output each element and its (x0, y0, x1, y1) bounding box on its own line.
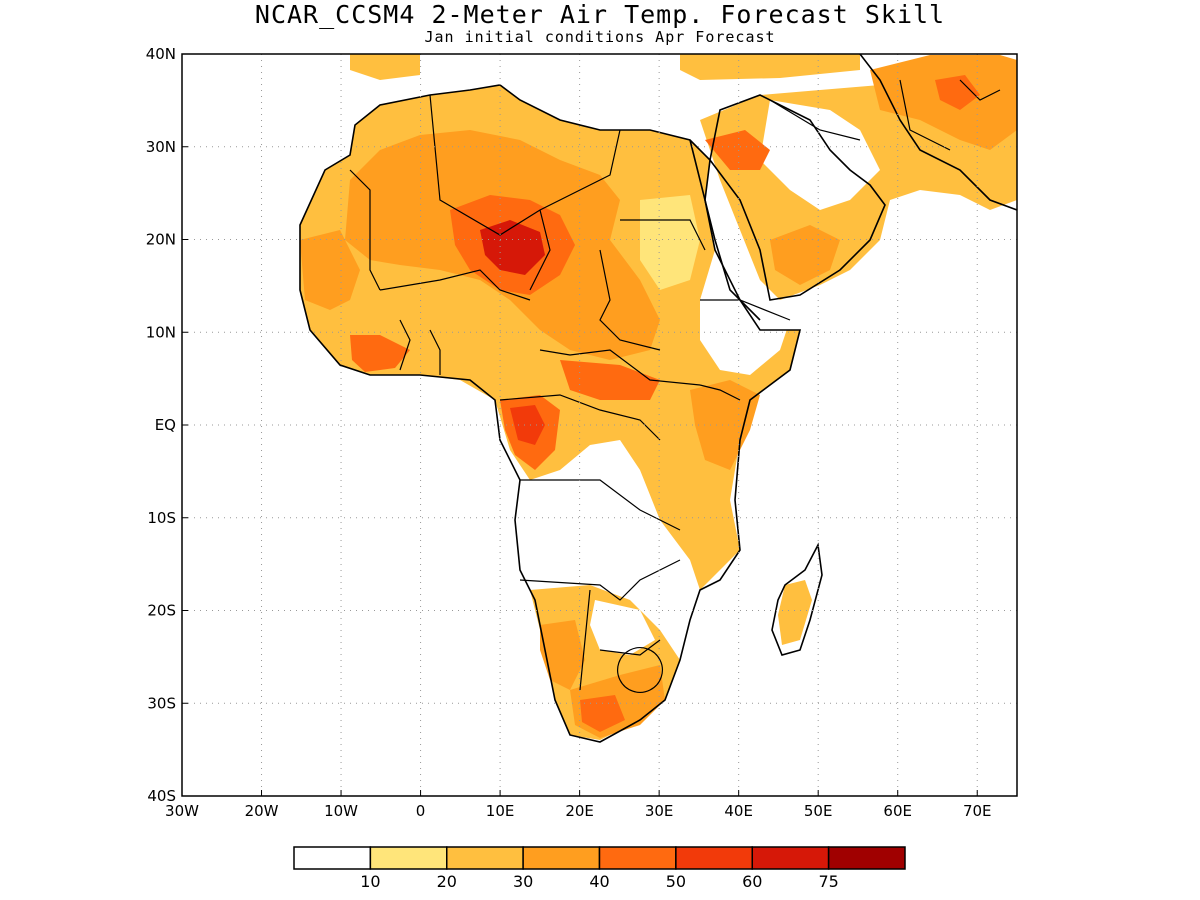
y-tick-label: 20S (147, 602, 176, 620)
skill-region-iran-high (935, 75, 980, 110)
x-tick-label: 30E (645, 802, 674, 820)
colorbar-label: 20 (437, 872, 457, 891)
skill-region-levant (705, 130, 770, 170)
colorbar-swatch (827, 846, 906, 870)
colorbar-label: 75 (818, 872, 838, 891)
x-tick-label: 10W (324, 802, 358, 820)
skill-region-ethiopia-low (700, 300, 790, 375)
skill-region-namibia (540, 620, 585, 690)
y-tick-label: 40N (146, 45, 176, 63)
skill-region-arabia-low (760, 100, 880, 210)
colorbar: 10 20 30 40 50 60 75 (293, 846, 906, 891)
x-tick-label: 40E (724, 802, 753, 820)
map-title: NCAR_CCSM4 2-Meter Air Temp. Forecast Sk… (254, 0, 946, 29)
y-tick-label: 10N (146, 323, 176, 341)
madagascar-coastline (771, 542, 823, 656)
colorbar-swatch (293, 846, 372, 870)
colorbar-swatch (751, 846, 830, 870)
skill-region-guinea (350, 335, 410, 372)
skill-region-botswana-low (590, 600, 655, 655)
x-tick-label: 30W (165, 802, 199, 820)
persian-gulf-coastline (859, 54, 1017, 211)
skill-region-arabia-south (770, 225, 840, 285)
colorbar-label: 30 (513, 872, 533, 891)
x-tick-label: 20W (245, 802, 279, 820)
skill-region-congo-peak (510, 405, 545, 445)
x-tick-label: 0 (416, 802, 426, 820)
colorbar-label: 60 (742, 872, 762, 891)
skill-region-iran (870, 55, 1017, 150)
colorbar-label: 10 (360, 872, 380, 891)
skill-region-north-strip (350, 54, 420, 80)
y-tick-label: 30S (147, 694, 176, 712)
x-axis-ticks: 30W 20W 10W 0 10E 20E 30E 40E 50E 60E 70E (165, 790, 992, 820)
africa-coastline (299, 84, 802, 743)
colorbar-swatch (522, 846, 601, 870)
y-axis-ticks: 40N 30N 20N 10N EQ 10S 20S 30S 40S (146, 45, 188, 805)
skill-region-mediterranean-east (680, 54, 860, 80)
colorbar-label: 40 (589, 872, 609, 891)
y-tick-label: 10S (147, 509, 176, 527)
colorbar-swatch (446, 846, 524, 870)
colorbar-swatch (369, 846, 448, 870)
skill-shading (300, 54, 1017, 740)
y-tick-label: 40S (147, 787, 176, 805)
skill-region-cape (580, 695, 625, 732)
country-borders (349, 79, 1001, 693)
colorbar-swatch (598, 846, 677, 870)
skill-region-madagascar (778, 580, 812, 645)
map-subtitle: Jan initial conditions Apr Forecast (424, 28, 776, 46)
colorbar-label: 50 (666, 872, 686, 891)
x-tick-label: 70E (963, 802, 992, 820)
skill-region-west-africa (300, 230, 360, 310)
x-tick-label: 50E (804, 802, 833, 820)
x-tick-label: 20E (565, 802, 594, 820)
skill-region-sudan-low (640, 195, 700, 290)
skill-region-central (560, 360, 660, 400)
skill-region-sahara-peak (480, 220, 545, 275)
y-tick-label: 30N (146, 138, 176, 156)
x-tick-label: 60E (883, 802, 912, 820)
x-tick-label: 10E (486, 802, 515, 820)
y-tick-label: 20N (146, 231, 176, 249)
skill-region-east-africa (690, 380, 760, 470)
colorbar-swatch (675, 846, 753, 870)
y-tick-label: EQ (155, 416, 176, 434)
